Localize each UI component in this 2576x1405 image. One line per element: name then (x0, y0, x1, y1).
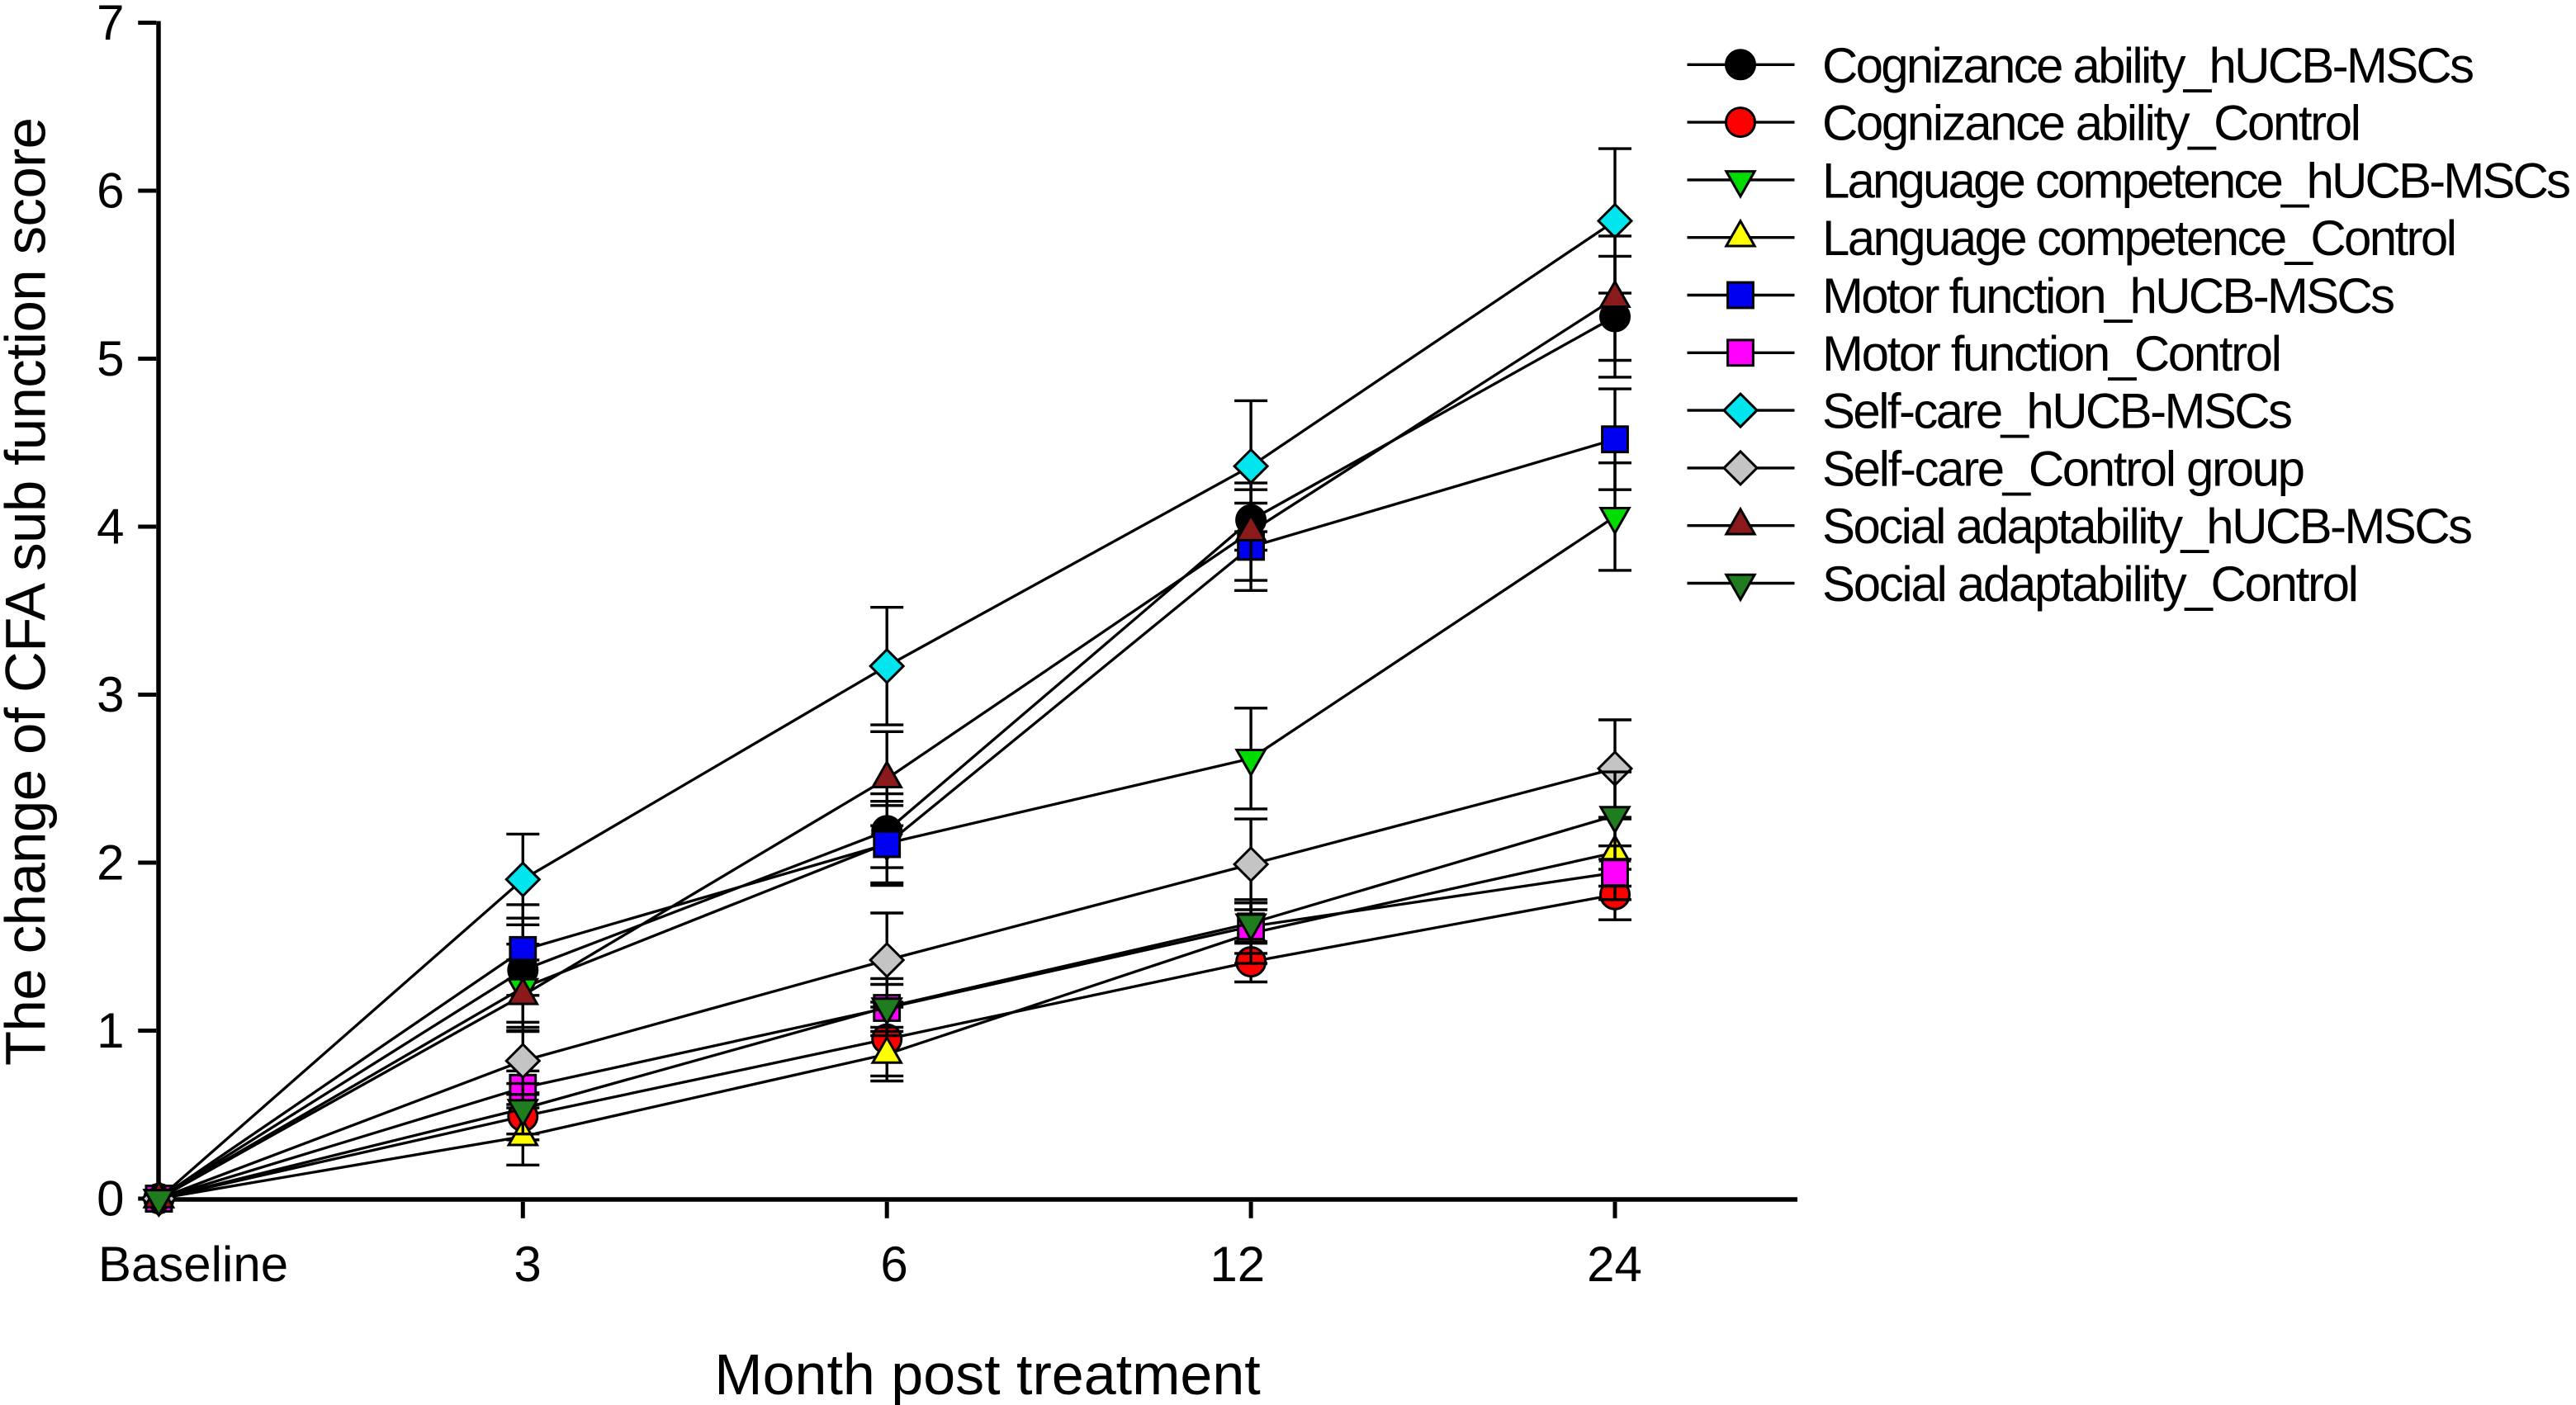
svg-text:2: 2 (97, 835, 124, 891)
svg-text:24: 24 (1587, 1237, 1642, 1292)
svg-text:5: 5 (97, 331, 124, 386)
svg-text:Language competence_hUCB-MSCs: Language competence_hUCB-MSCs (1822, 153, 2571, 208)
svg-text:Cognizance ability_Control: Cognizance ability_Control (1822, 96, 2361, 151)
svg-text:7: 7 (97, 0, 124, 50)
svg-text:12: 12 (1210, 1237, 1265, 1292)
svg-text:Baseline: Baseline (98, 1237, 288, 1292)
svg-text:Self-care_hUCB-MSCs: Self-care_hUCB-MSCs (1822, 384, 2293, 439)
svg-text:Social adaptability_hUCB-MSCs: Social adaptability_hUCB-MSCs (1822, 499, 2473, 554)
svg-text:Motor function_hUCB-MSCs: Motor function_hUCB-MSCs (1822, 268, 2395, 324)
svg-text:6: 6 (97, 163, 124, 219)
svg-text:Language competence_Control: Language competence_Control (1822, 211, 2457, 266)
svg-text:The change of CFA sub function: The change of CFA sub function score (0, 117, 58, 1066)
svg-text:Motor function_Control: Motor function_Control (1822, 326, 2282, 381)
svg-text:0: 0 (97, 1171, 124, 1227)
svg-text:4: 4 (97, 499, 124, 555)
svg-text:Social adaptability_Control: Social adaptability_Control (1822, 556, 2359, 612)
svg-text:3: 3 (514, 1237, 541, 1292)
svg-text:3: 3 (97, 667, 124, 722)
svg-text:Cognizance ability_hUCB-MSCs: Cognizance ability_hUCB-MSCs (1822, 38, 2474, 93)
svg-text:Self-care_Control group: Self-care_Control group (1822, 441, 2305, 496)
svg-text:6: 6 (880, 1237, 907, 1292)
svg-text:1: 1 (97, 1003, 124, 1058)
svg-text:Month post treatment: Month post treatment (714, 1342, 1260, 1405)
